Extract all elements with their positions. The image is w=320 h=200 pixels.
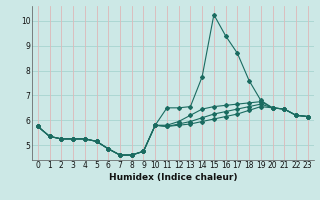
- X-axis label: Humidex (Indice chaleur): Humidex (Indice chaleur): [108, 173, 237, 182]
